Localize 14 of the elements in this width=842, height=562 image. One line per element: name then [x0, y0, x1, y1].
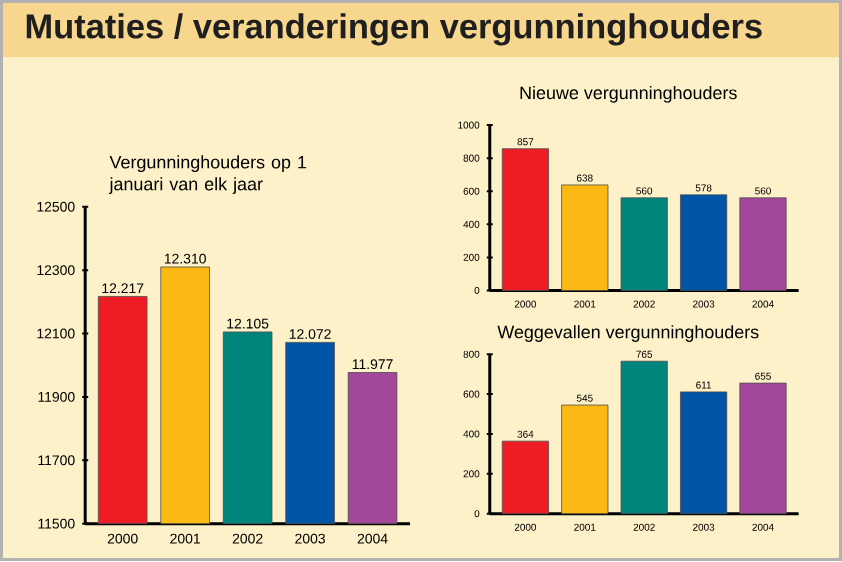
bar — [739, 197, 787, 292]
chart-title: Nieuwe vergunninghouders — [520, 86, 737, 104]
bar — [501, 148, 549, 292]
chart-title: Mutaties / veranderingen vergunninghouders — [26, 13, 762, 47]
bar — [620, 197, 668, 292]
chart-title: Weggevallen vergunninghouders — [497, 325, 759, 343]
bar — [561, 185, 609, 292]
bar — [680, 392, 728, 515]
bar — [680, 194, 728, 292]
bar — [501, 441, 549, 515]
bar — [620, 361, 668, 515]
bar — [561, 405, 609, 515]
bar — [739, 383, 787, 515]
chart-subtitle: Vergunninghouders op 1 januari van elk jaar — [109, 155, 307, 195]
